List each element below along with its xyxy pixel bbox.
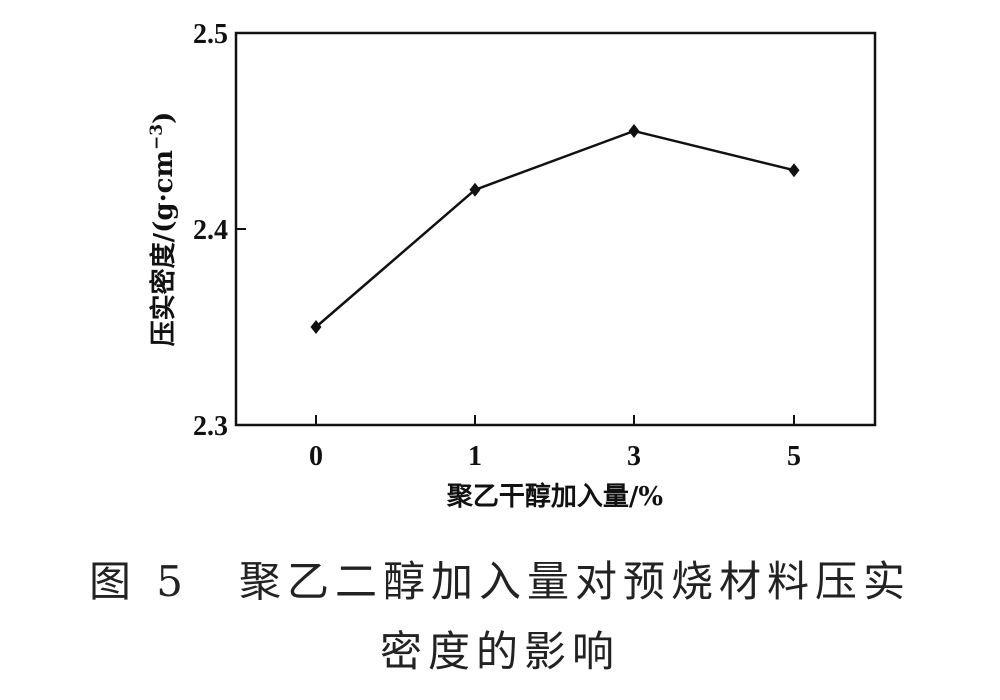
series-group	[310, 124, 800, 334]
y-axis-title-close: )	[149, 112, 179, 124]
tick-labels: 0 1 3 5 2.3 2.4 2.5	[193, 19, 801, 472]
y-axis-title-main: 压实密度/(g·cm	[148, 150, 179, 346]
y-axis-title-superscript: −3	[147, 124, 167, 150]
y-tick-label: 2.4	[193, 215, 228, 246]
figure-caption-line-1: 图 5 聚乙二醇加入量对预烧材料压实	[0, 548, 1000, 609]
data-point-marker	[628, 124, 640, 138]
chart: 0 1 3 5 2.3 2.4 2.5 聚乙干醇加入量/% 压实密度/(g·cm−3)	[147, 19, 877, 512]
figure-caption-line-2: 密度的影响	[379, 627, 620, 676]
axis-ticks	[236, 228, 795, 425]
data-point-marker	[788, 163, 800, 178]
data-point-marker	[469, 182, 481, 197]
figure-caption-text-1: 聚乙二醇加入量对预烧材料压实	[239, 557, 912, 606]
series-line	[315, 129, 795, 328]
x-tick-label: 3	[627, 441, 641, 472]
x-tick-label: 1	[468, 441, 482, 472]
plot-frame	[234, 31, 877, 427]
x-axis-title: 聚乙干醇加入量/%	[446, 481, 663, 512]
figure-number: 图 5	[88, 557, 190, 606]
y-tick-label: 2.3	[193, 411, 228, 442]
data-point-marker	[310, 320, 322, 334]
y-tick-label: 2.5	[193, 19, 228, 50]
x-tick-label: 5	[787, 441, 801, 472]
x-tick-label: 0	[309, 441, 323, 472]
y-axis-title: 压实密度/(g·cm−3)	[147, 112, 179, 347]
